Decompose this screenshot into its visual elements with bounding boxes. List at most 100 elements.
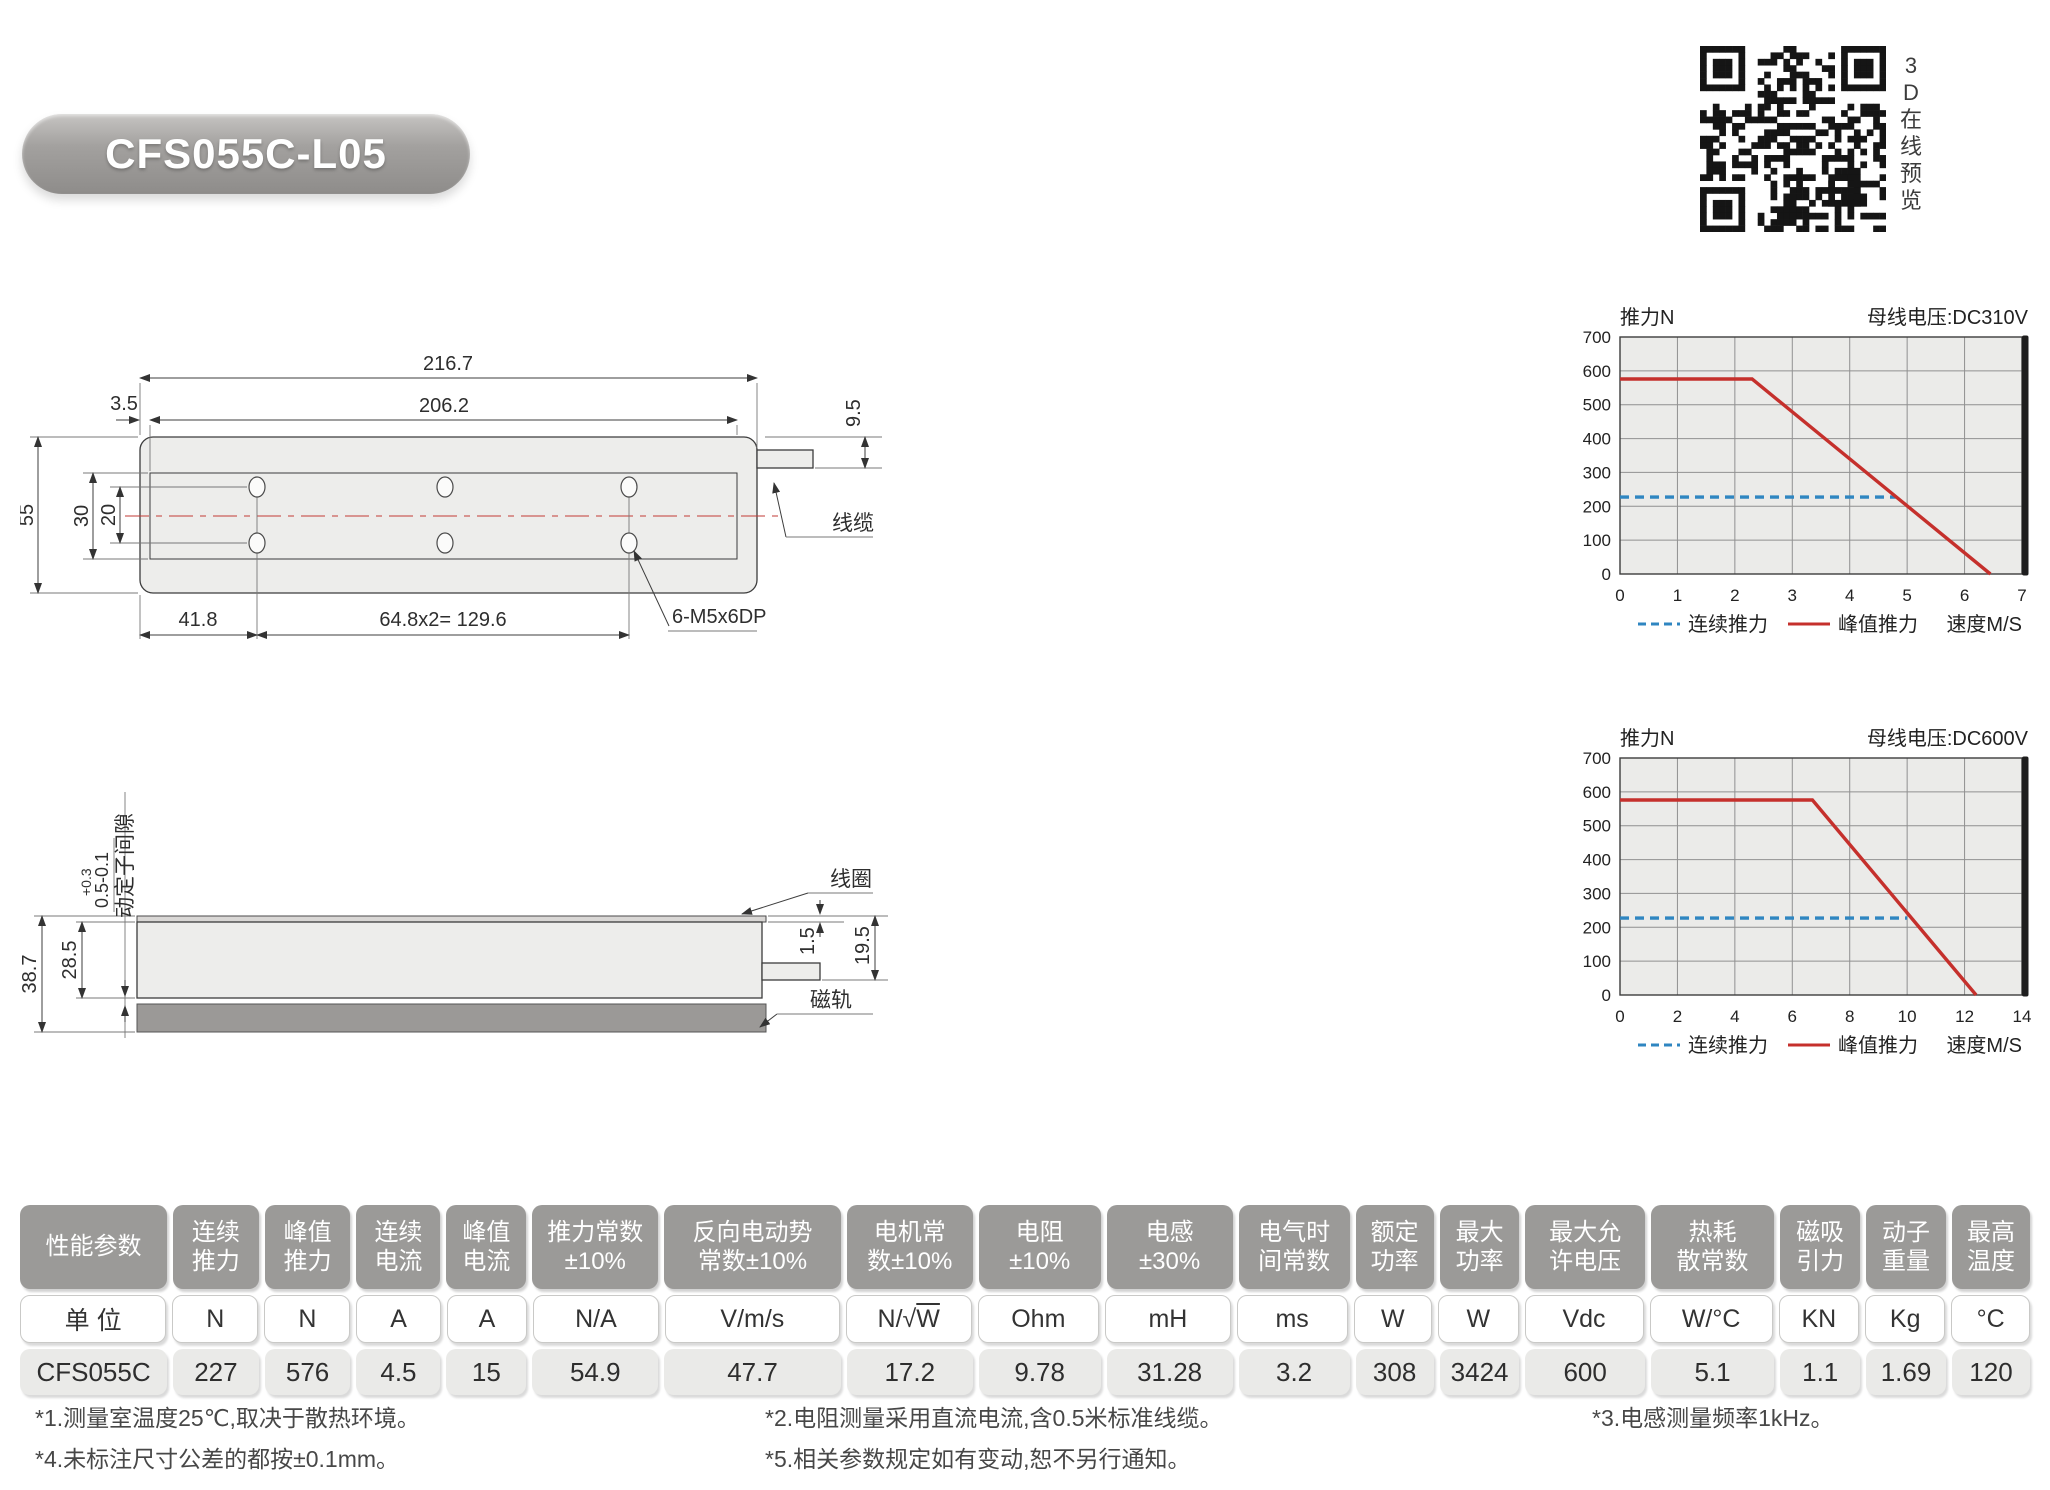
param-value-15: 1.1 [1780, 1349, 1861, 1395]
param-header-8: 电阻 ±10% [978, 1205, 1101, 1289]
dim-inner-width: 30 [71, 505, 93, 527]
param-header-15: 磁吸 引力 [1780, 1205, 1861, 1289]
coil-top-plate [136, 915, 767, 923]
param-value-5: 54.9 [532, 1349, 659, 1395]
plot-area [1620, 337, 2022, 574]
y-tick-label: 300 [1583, 463, 1611, 482]
dim-cable-height: 19.5 [852, 926, 874, 965]
param-header-12: 最大 功率 [1439, 1205, 1520, 1289]
y-tick-label: 700 [1583, 328, 1611, 347]
y-tick-label: 500 [1583, 396, 1611, 415]
dim-hole-row-spacing: 20 [98, 504, 120, 526]
mounting-hole [248, 532, 266, 554]
y-tick-label: 400 [1583, 851, 1611, 870]
thread-note: 6-M5x6DP [672, 606, 766, 628]
param-unit-5: N/A [533, 1295, 659, 1343]
y-tick-label: 200 [1583, 497, 1611, 516]
param-unit-8: Ohm [977, 1295, 1100, 1343]
param-unit-2: N [264, 1295, 351, 1343]
x-tick-label: 2 [1673, 1007, 1682, 1026]
param-header-0: 性能参数 [20, 1205, 168, 1289]
footnote: *1.测量室温度25℃,取决于散热环境。 [35, 1405, 420, 1431]
x-tick-label: 10 [1898, 1007, 1917, 1026]
motor-body-outline [139, 436, 758, 594]
param-value-8: 9.78 [978, 1349, 1101, 1395]
magnet-track-label: 磁轨 [810, 989, 852, 1012]
mounting-hole [620, 476, 638, 498]
y-tick-label: 400 [1583, 430, 1611, 449]
dim-plate-thickness: 1.5 [797, 927, 819, 955]
cable-label: 线缆 [832, 512, 874, 535]
x-tick-label: 0 [1615, 1007, 1624, 1026]
y-axis-title: 推力N [1620, 727, 1674, 750]
param-header-6: 反向电动势 常数±10% [664, 1205, 841, 1289]
y-axis-title: 推力N [1620, 306, 1674, 329]
param-header-9: 电感 ±30% [1106, 1205, 1233, 1289]
y-tick-label: 700 [1583, 749, 1611, 768]
param-header-4: 峰值 电流 [446, 1205, 527, 1289]
x-tick-label: 2 [1730, 586, 1739, 605]
thrust-chart-dc600v: 0 100 200 300 400 500 600 700 0 2 4 6 8 10 12 14 推力N 母线电压… [1565, 720, 2035, 1070]
y-tick-label: 0 [1602, 565, 1611, 584]
param-header-1: 连续 推力 [173, 1205, 259, 1289]
footnote: *5.相关参数规定如有变动,恕不另行通知。 [765, 1446, 1191, 1472]
x-tick-label: 14 [2013, 1007, 2032, 1026]
param-value-12: 3424 [1439, 1349, 1520, 1395]
y-tick-label: 200 [1583, 918, 1611, 937]
param-unit-1: N [172, 1295, 259, 1343]
x-tick-label: 12 [1955, 1007, 1974, 1026]
param-header-13: 最大允 许电压 [1525, 1205, 1645, 1289]
dim-cable-offset: 9.5 [843, 399, 865, 427]
x-tick-label: 6 [1960, 586, 1969, 605]
spec-table: 性能参数 连续 推力 峰值 推力 连续 电流 峰值 电流 推力常数 ±10% 反向电动势 常数±10% 电… [20, 1205, 2031, 1395]
param-value-16: 1.69 [1866, 1349, 1946, 1395]
y-tick-label: 600 [1583, 783, 1611, 802]
param-unit-4: A [446, 1295, 528, 1343]
cable-stub [756, 449, 814, 469]
param-value-9: 31.28 [1106, 1349, 1233, 1395]
param-unit-11: W [1353, 1295, 1433, 1343]
mounting-hole [620, 532, 638, 554]
x-tick-label: 4 [1845, 586, 1854, 605]
param-value-0: CFS055C [20, 1349, 168, 1395]
top-view-drawing: 216.7 206.2 3.5 55 30 20 41.8 64.8x2= 12… [20, 353, 882, 639]
x-axis-title: 速度M/S [1946, 1034, 2022, 1057]
y-tick-label: 600 [1583, 362, 1611, 381]
param-value-7: 17.2 [846, 1349, 973, 1395]
legend-continuous-label: 连续推力 [1688, 613, 1768, 636]
param-header-10: 电气时 间常数 [1238, 1205, 1350, 1289]
param-value-1: 227 [173, 1349, 259, 1395]
dim-offset: 3.5 [110, 393, 138, 415]
plot-area [1620, 758, 2022, 995]
dim-coil-height: 28.5 [59, 941, 81, 980]
qr-code[interactable] [1700, 46, 1887, 233]
footnote: *4.未标注尺寸公差的都按±0.1mm。 [35, 1446, 400, 1472]
gap-label: 动定子间隙 [114, 813, 137, 918]
thrust-speed-chart: 0 100 200 300 400 500 600 700 0 1 2 3 4 5 6 7 推力N 母线电压:DC… [1583, 306, 2029, 636]
side-view-drawing: 38.7 28.5 0.5-0.1 +0.3 动定子间隙 1.5 19.5 线圈… [20, 792, 888, 1038]
x-tick-label: 7 [2017, 586, 2026, 605]
y-tick-label: 100 [1583, 531, 1611, 550]
peak-thrust-line [1620, 377, 1992, 576]
param-header-14: 热耗 散常数 [1650, 1205, 1775, 1289]
param-unit-10: ms [1236, 1295, 1348, 1343]
bus-voltage-label: 母线电压:DC600V [1867, 727, 2029, 750]
param-header-2: 峰值 推力 [264, 1205, 351, 1289]
param-value-10: 3.2 [1238, 1349, 1350, 1395]
param-value-4: 15 [446, 1349, 527, 1395]
cable-stub-side [761, 962, 821, 981]
dim-coil-length: 206.2 [419, 395, 469, 417]
mounting-hole [436, 532, 454, 554]
param-unit-9: mH [1105, 1295, 1231, 1343]
thrust-speed-chart: 0 100 200 300 400 500 600 700 0 2 4 6 8 10 12 14 推力N 母线电压… [1583, 727, 2032, 1057]
magnet-track-block [136, 1003, 767, 1033]
param-unit-15: KN [1778, 1295, 1860, 1343]
footnotes-middle: *2.电阻测量采用直流电流,含0.5米标准线缆。 *5.相关参数规定如有变动,恕不… [765, 1398, 1223, 1480]
gap-tolerance-upper: +0.3 [78, 868, 94, 896]
param-value-11: 308 [1355, 1349, 1434, 1395]
x-tick-label: 5 [1902, 586, 1911, 605]
dim-first-hole: 41.8 [179, 609, 218, 631]
gap-tolerance-value: 0.5-0.1 [92, 852, 112, 908]
